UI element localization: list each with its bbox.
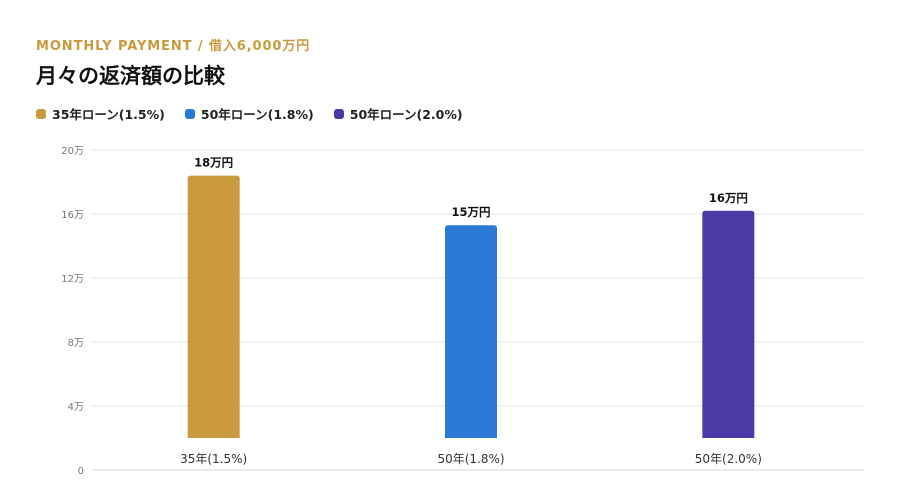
- legend-item-35yr-1-5: 35年ローン(1.5%): [36, 104, 165, 123]
- bar-1: [187, 175, 240, 438]
- y-tick-label: 20万: [61, 146, 84, 157]
- bars-layer: [187, 175, 755, 438]
- y-tick-label: 0: [78, 466, 84, 477]
- x-category-label-1: 35年(1.5%): [180, 452, 247, 466]
- bar-value-label-3: 16万円: [709, 191, 748, 205]
- labels-layer: 0 4万 8万 12万 16万 20万 18万円 35年(1.5%) 15万円 50年(1.8%)…: [61, 146, 762, 477]
- legend-item-50yr-2-0: 50年ローン(2.0%): [333, 104, 463, 123]
- legend-label-50yr-2-0: 50年ローン(2.0%): [349, 107, 463, 122]
- legend-swatch-35yr-1-5: [36, 108, 46, 119]
- bar-value-label-1: 18万円: [194, 156, 233, 170]
- legend-label-35yr-1-5: 35年ローン(1.5%): [52, 107, 165, 122]
- y-tick-label: 8万: [68, 338, 84, 349]
- chart-title: 月々の返済額の比較: [36, 64, 225, 88]
- chart-legend: 35年ローン(1.5%) 50年ローン(1.8%) 50年ローン(2.0%): [36, 104, 483, 123]
- chart-eyebrow: MONTHLY PAYMENT / 借入6,000万円: [36, 39, 311, 54]
- legend-swatch-50yr-1-8: [184, 108, 195, 119]
- legend-swatch-50yr-2-0: [333, 108, 344, 119]
- y-tick-label: 12万: [61, 274, 84, 285]
- bar-value-label-2: 15万円: [451, 205, 490, 219]
- bar-2: [445, 225, 497, 438]
- y-tick-label: 16万: [61, 210, 84, 221]
- y-tick-label: 4万: [68, 402, 84, 413]
- legend-item-50yr-1-8: 50年ローン(1.8%): [184, 104, 314, 123]
- x-category-label-2: 50年(1.8%): [437, 452, 504, 466]
- bar-3: [702, 210, 755, 438]
- legend-label-50yr-1-8: 50年ローン(1.8%): [200, 107, 314, 122]
- x-category-label-3: 50年(2.0%): [695, 452, 762, 466]
